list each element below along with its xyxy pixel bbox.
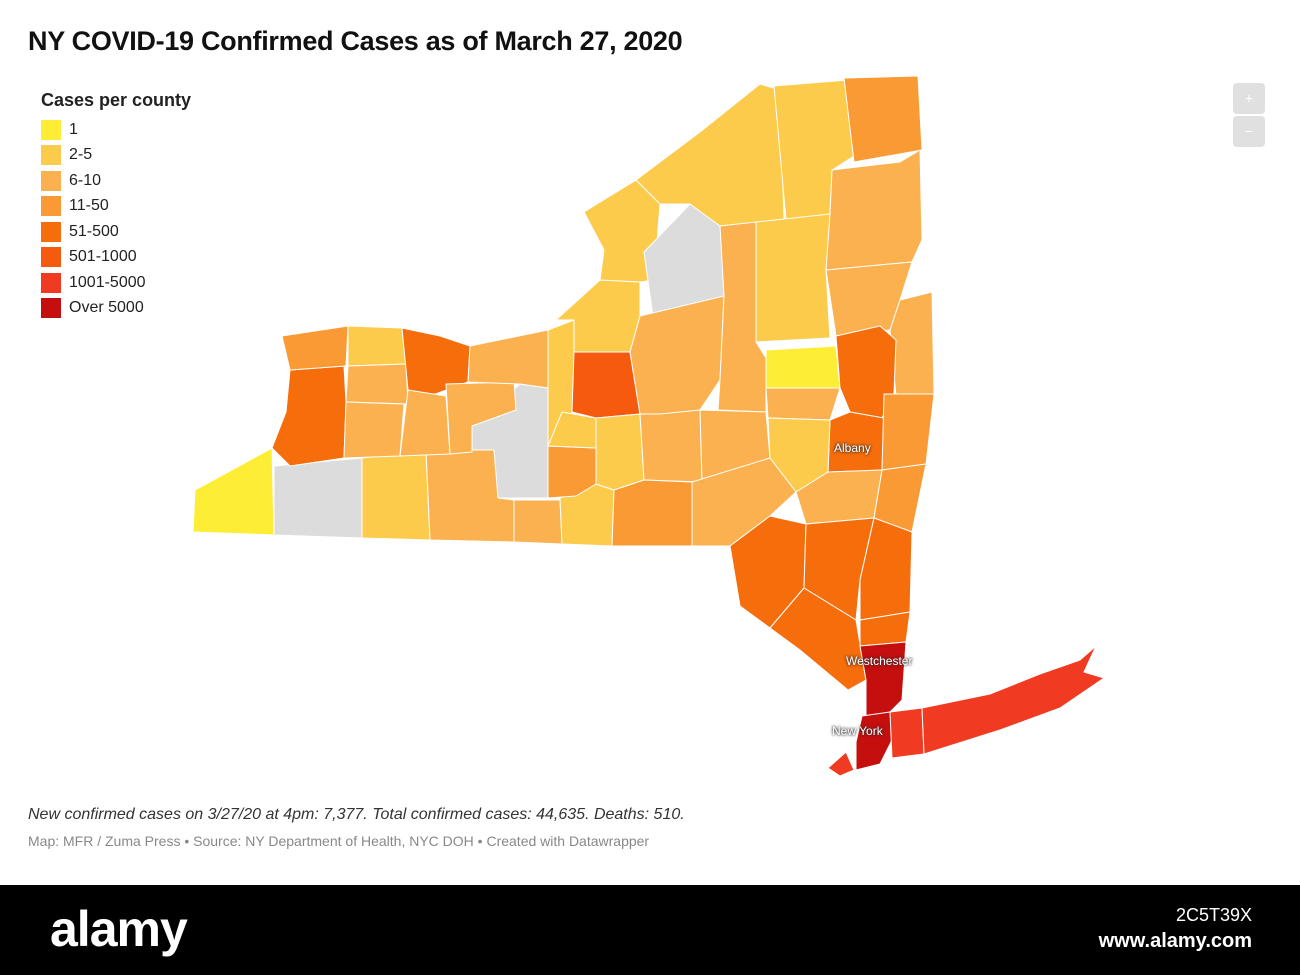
county-region[interactable] (765, 345, 841, 389)
legend-label: 1 (69, 120, 78, 138)
county-region[interactable] (467, 329, 549, 389)
legend-swatch (41, 221, 61, 242)
legend-label: Over 5000 (69, 299, 144, 317)
county-region[interactable] (827, 751, 855, 777)
legend-item: Over 5000 (41, 296, 191, 322)
zoom-out-button[interactable]: − (1233, 116, 1265, 147)
county-region[interactable] (595, 413, 645, 491)
zoom-in-button[interactable]: + (1233, 83, 1265, 114)
legend-item: 51-500 (41, 219, 191, 245)
map-notes: New confirmed cases on 3/27/20 at 4pm: 7… (28, 806, 685, 823)
county-region[interactable] (639, 409, 703, 483)
county-region[interactable] (843, 75, 923, 163)
county-region[interactable] (571, 351, 641, 419)
county-region[interactable] (343, 401, 405, 459)
legend-item: 1 (41, 117, 191, 143)
county-region[interactable] (281, 325, 349, 371)
county-region[interactable] (611, 479, 693, 547)
legend-item: 501-1000 (41, 245, 191, 271)
source-line: Map: MFR / Zuma Press • Source: NY Depar… (28, 833, 650, 849)
watermark-bar (0, 885, 1300, 975)
legend-swatch (41, 145, 61, 166)
county-region[interactable] (192, 447, 275, 536)
legend-item: 11-50 (41, 194, 191, 220)
legend-label: 2-5 (69, 146, 93, 164)
county-region[interactable] (345, 363, 409, 405)
watermark-logo: alamy (50, 901, 188, 957)
county-region[interactable] (347, 325, 407, 367)
label-albany: Albany (834, 441, 871, 455)
legend-swatch (41, 119, 61, 140)
legend-swatch (41, 196, 61, 217)
legend-label: 51-500 (69, 222, 119, 240)
county-regions[interactable] (192, 75, 1105, 777)
label-westchester: Westchester (846, 654, 913, 668)
watermark-image-id: 2C5T39X (1175, 905, 1252, 925)
legend-label: 501-1000 (69, 248, 137, 266)
county-region[interactable] (921, 645, 1105, 755)
legend-item: 6-10 (41, 168, 191, 194)
legend-label: 1001-5000 (69, 273, 146, 291)
choropleth-map[interactable] (0, 0, 1300, 885)
legend-swatch (41, 247, 61, 268)
legend-swatch (41, 272, 61, 293)
legend-title: Cases per county (41, 90, 192, 110)
legend-swatch (41, 298, 61, 319)
county-region[interactable] (361, 449, 431, 541)
legend-item: 2-5 (41, 143, 191, 169)
county-region[interactable] (855, 711, 893, 771)
map-title: NY COVID-19 Confirmed Cases as of March … (28, 26, 683, 56)
county-region[interactable] (881, 393, 935, 471)
legend-item: 1001-5000 (41, 270, 191, 296)
county-region[interactable] (765, 387, 841, 421)
legend-swatch (41, 170, 61, 191)
county-region[interactable] (803, 517, 875, 621)
legend-label: 11-50 (69, 197, 109, 215)
county-region[interactable] (755, 213, 831, 343)
label-new-york: New York (832, 724, 883, 738)
county-region[interactable] (273, 457, 363, 539)
county-region[interactable] (513, 499, 563, 545)
county-region[interactable] (629, 295, 725, 415)
county-region[interactable] (271, 365, 347, 467)
county-region[interactable] (399, 389, 451, 457)
legend: Cases per county 1 2-5 6-10 11-50 51-500… (41, 90, 191, 321)
county-region[interactable] (889, 707, 925, 759)
legend-label: 6-10 (69, 171, 102, 189)
watermark-url: www.alamy.com (1098, 930, 1252, 952)
